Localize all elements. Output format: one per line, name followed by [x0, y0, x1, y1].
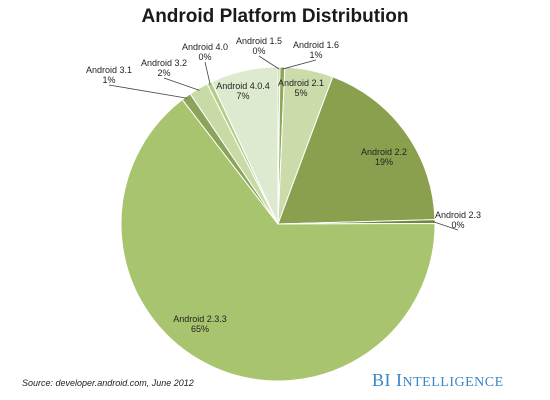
pie-slices — [120, 66, 436, 382]
slice-label: Android 2.1 5% — [278, 78, 324, 98]
slice-label: Android 1.6 1% — [293, 40, 339, 60]
slice-label-value: 0% — [198, 52, 211, 62]
brand-logo-intelligence-initial: I — [396, 370, 403, 390]
slice-label: Android 2.3 0% — [435, 210, 481, 230]
slice-label: Android 2.2 19% — [361, 147, 407, 167]
slice-label-name: Android 2.3 — [435, 210, 481, 220]
slice-label-value: 2% — [157, 68, 170, 78]
leader-lines — [108, 55, 459, 231]
slice-label: Android 3.1 1% — [86, 65, 132, 85]
slice-label: Android 2.3.3 65% — [173, 314, 227, 334]
leader-line — [432, 221, 459, 231]
slice-label-name: Android 3.2 — [141, 58, 187, 68]
chart-title: Android Platform Distribution — [141, 6, 409, 27]
slice-label-name: Android 4.0 — [182, 42, 228, 52]
slice-label-value: 0% — [252, 46, 265, 56]
leader-line — [204, 61, 211, 85]
slice-label: Android 4.0.4 7% — [216, 81, 270, 101]
slice-label: Android 4.0 0% — [182, 42, 228, 62]
pie-slice-android-2-3-3 — [120, 98, 436, 382]
slice-label-value: 0% — [451, 220, 464, 230]
slice-label-value: 19% — [375, 157, 393, 167]
slice-label-value: 1% — [102, 75, 115, 85]
pie-slice-android-2-2 — [277, 76, 436, 225]
pie-slice-android-4-0-4 — [210, 66, 279, 225]
slice-label-value: 7% — [236, 91, 249, 101]
leader-line — [163, 77, 200, 91]
slice-labels: Android 1.5 0%Android 1.6 1%Android 2.1 5%A… — [86, 36, 481, 334]
slice-label-value: 5% — [294, 88, 307, 98]
slice-label-name: Android 1.6 — [293, 40, 339, 50]
slice-label: Android 1.5 0% — [236, 36, 282, 56]
slice-label: Android 3.2 2% — [141, 58, 187, 78]
leader-line — [282, 59, 317, 70]
slice-label-name: Android 3.1 — [86, 65, 132, 75]
brand-logo-intelligence-rest: NTELLIGENCE — [402, 375, 504, 390]
slice-label-name: Android 1.5 — [236, 36, 282, 46]
slice-label-name: Android 4.0.4 — [216, 81, 270, 91]
source-note: Source: developer.android.com, June 2012 — [22, 378, 194, 388]
slice-label-name: Android 2.2 — [361, 147, 407, 157]
leader-line — [258, 55, 280, 70]
leader-line — [108, 84, 188, 99]
slice-label-value: 65% — [191, 324, 209, 334]
slice-label-name: Android 2.1 — [278, 78, 324, 88]
brand-logo-bi: BI — [372, 370, 391, 390]
slice-label-name: Android 2.3.3 — [173, 314, 227, 324]
brand-logo: BI INTELLIGENCE — [372, 370, 504, 391]
slice-label-value: 1% — [309, 50, 322, 60]
